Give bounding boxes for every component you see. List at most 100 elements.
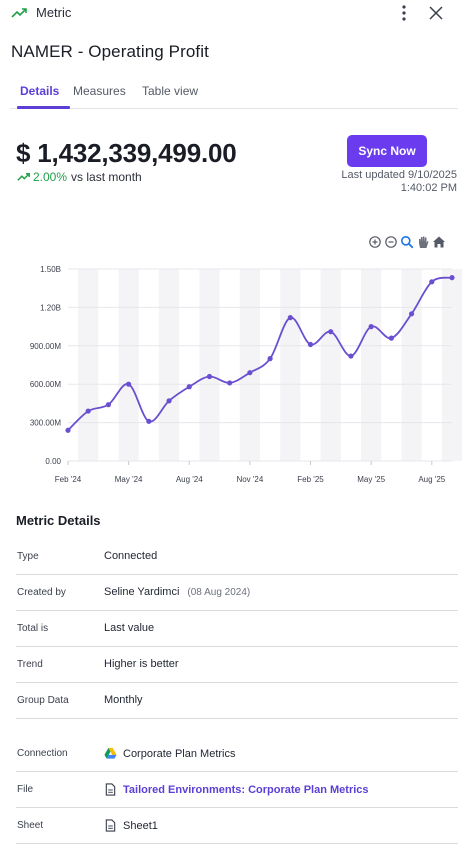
data-point (186, 384, 192, 390)
x-tick-label: Aug '24 (176, 475, 203, 484)
detail-value: Sheet1 (104, 819, 158, 832)
detail-row-file: File Tailored Environments: Corporate Pl… (16, 772, 458, 808)
data-point (348, 353, 354, 359)
data-point (388, 335, 394, 341)
detail-key: Created by (17, 587, 66, 598)
data-point (105, 402, 112, 408)
detail-key: Total is (17, 623, 49, 634)
data-point (85, 408, 91, 414)
detail-key: Connection (17, 748, 68, 759)
file-icon (105, 819, 116, 832)
tab-details[interactable]: Details (20, 84, 60, 98)
detail-key: Sheet (17, 820, 44, 831)
data-point (247, 370, 253, 376)
y-tick-label: 0.00 (45, 457, 61, 466)
group-data-value: Monthly (104, 694, 143, 706)
home-icon[interactable] (432, 235, 446, 249)
type-value: Connected (104, 550, 158, 562)
total-value: Last value (104, 622, 155, 634)
connection-name: Corporate Plan Metrics (123, 747, 236, 760)
data-point (146, 418, 152, 424)
data-point (408, 311, 415, 317)
detail-value: Last value (104, 622, 154, 634)
pan-hand-icon[interactable] (416, 235, 430, 249)
file-icon (105, 783, 116, 796)
zoom-in-icon[interactable] (368, 235, 382, 249)
data-point (328, 329, 334, 335)
y-tick-label: 1.20B (40, 303, 61, 312)
y-tick-label: 900.00M (30, 342, 61, 351)
chart-band (320, 269, 341, 461)
trending-up-icon (11, 8, 27, 18)
operating-profit-chart: 0.00 300.00M 600.00M 900.00M 1.20B 1.50B Feb '… (30, 265, 462, 484)
data-point (287, 315, 293, 321)
more-vertical-icon[interactable] (395, 3, 413, 23)
tab-measures[interactable]: Measures (73, 84, 126, 98)
chart-band (239, 269, 260, 461)
change-percent: 2.00% (33, 170, 68, 184)
detail-value: Tailored Environments: Corporate Plan Me… (104, 783, 369, 796)
data-point (206, 373, 213, 380)
x-tick-label: Nov '24 (236, 475, 263, 484)
data-point (126, 381, 132, 387)
data-point (368, 324, 374, 330)
data-point (449, 275, 455, 281)
detail-row-group-data: Group Data Monthly (16, 683, 458, 719)
sync-now-button[interactable]: Sync Now (347, 135, 427, 167)
trend-value: Higher is better (104, 658, 179, 670)
y-tick-label: 600.00M (30, 380, 61, 389)
active-tab-indicator (17, 106, 70, 109)
chart-band (441, 269, 462, 461)
tab-bar: Details Measures Table view (10, 78, 458, 109)
y-tick-label: 1.50B (40, 265, 61, 274)
detail-value: Connected (104, 550, 157, 562)
detail-value: Seline Yardimci (08 Aug 2024) (104, 586, 250, 598)
detail-key: Type (17, 551, 39, 562)
y-tick-label: 300.00M (30, 419, 61, 428)
chart-band (361, 269, 382, 461)
data-point (166, 398, 172, 404)
x-tick-label: May '24 (115, 475, 143, 484)
close-icon[interactable] (427, 3, 445, 23)
detail-row-connection: Connection Corporate Plan Metrics (16, 736, 458, 772)
detail-row-type: Type Connected (16, 539, 458, 575)
detail-row-created-by: Created by Seline Yardimci (08 Aug 2024) (16, 575, 458, 611)
magnify-icon[interactable] (400, 235, 414, 249)
metric-value: $ 1,432,339,499.00 (16, 138, 237, 168)
chart-band (401, 269, 422, 461)
chart-band (280, 269, 301, 461)
detail-key: File (17, 784, 34, 795)
file-link[interactable]: Tailored Environments: Corporate Plan Me… (123, 783, 369, 796)
chart-band (158, 269, 180, 461)
chart-band (78, 269, 99, 461)
data-point (429, 279, 435, 285)
creator-name: Seline Yardimci (104, 586, 180, 598)
data-point (65, 427, 71, 433)
detail-value: Corporate Plan Metrics (104, 747, 236, 760)
detail-row-trend: Trend Higher is better (16, 647, 458, 683)
chart-band (118, 269, 139, 461)
x-tick-label: Aug '25 (418, 475, 445, 484)
created-date: (08 Aug 2024) (187, 586, 251, 598)
x-tick-label: May '25 (357, 475, 385, 484)
data-point (227, 380, 233, 386)
chart-toolbar (368, 235, 446, 249)
detail-row-sheet: Sheet Sheet1 (16, 808, 458, 844)
x-tick-label: Feb '25 (297, 475, 324, 484)
detail-key: Trend (17, 659, 43, 670)
detail-value: Monthly (104, 694, 143, 706)
sheet-name: Sheet1 (123, 819, 158, 832)
detail-key: Group Data (17, 695, 69, 706)
page-title: NAMER - Operating Profit (11, 42, 209, 61)
x-tick-label: Feb '24 (55, 475, 82, 484)
zoom-out-icon[interactable] (384, 235, 398, 249)
data-point (267, 356, 273, 362)
data-point (307, 341, 314, 348)
chart-band (199, 269, 220, 461)
last-updated-time: 1:40:02 PM (400, 182, 457, 194)
detail-value: Higher is better (104, 658, 179, 670)
tab-table-view[interactable]: Table view (142, 84, 199, 98)
trending-up-icon (17, 173, 30, 181)
detail-row-total-is: Total is Last value (16, 611, 458, 647)
metric-details-heading: Metric Details (16, 513, 101, 528)
